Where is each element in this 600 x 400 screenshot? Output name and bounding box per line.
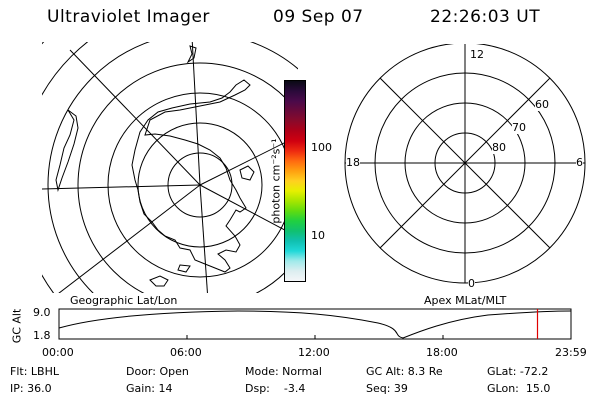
orbit-plot bbox=[58, 308, 572, 340]
latitude-circles bbox=[42, 42, 298, 293]
orbit-ytick-bottom: 1.8 bbox=[33, 329, 51, 342]
mlat-label-60: 60 bbox=[535, 98, 549, 111]
colorbar-tick-100: 100 bbox=[311, 141, 332, 154]
info-glon: GLon: 15.0 bbox=[487, 382, 551, 395]
orbit-xtick-1200: 12:00 bbox=[298, 346, 330, 359]
orbit-altitude-curve bbox=[58, 310, 572, 339]
info-filter: Flt: LBHL bbox=[10, 365, 59, 378]
mlt-label-6: 6 bbox=[576, 156, 583, 169]
magnetic-polar-plot bbox=[344, 44, 586, 284]
mlt-label-12: 12 bbox=[470, 48, 484, 61]
geo-panel-label: Geographic Lat/Lon bbox=[70, 294, 178, 307]
mlat-label-70: 70 bbox=[512, 121, 526, 134]
instrument-title: Ultraviolet Imager bbox=[47, 7, 210, 27]
info-ip: IP: 36.0 bbox=[10, 382, 52, 395]
orbit-xtick-1800: 18:00 bbox=[426, 346, 458, 359]
info-door: Door: Open bbox=[126, 365, 189, 378]
mlat-label-80: 80 bbox=[492, 141, 506, 154]
coastline-antarctica bbox=[55, 45, 255, 287]
info-seq: Seq: 39 bbox=[366, 382, 408, 395]
orbit-xtick-0600: 06:00 bbox=[170, 346, 202, 359]
colorbar-tick-10: 10 bbox=[311, 229, 325, 242]
geographic-map bbox=[42, 42, 298, 293]
colorbar bbox=[284, 80, 306, 282]
info-gain: Gain: 14 bbox=[126, 382, 173, 395]
info-dsp: Dsp: -3.4 bbox=[245, 382, 306, 395]
info-glat: GLat: -72.2 bbox=[487, 365, 549, 378]
orbit-xtick-0000: 00:00 bbox=[42, 346, 74, 359]
info-mode: Mode: Normal bbox=[245, 365, 322, 378]
mlt-label-18: 18 bbox=[346, 156, 360, 169]
orbit-ytick-top: 9.0 bbox=[33, 306, 51, 319]
orbit-xtick-2359: 23:59 bbox=[555, 346, 587, 359]
date-label: 09 Sep 07 bbox=[273, 7, 364, 27]
mag-panel-label: Apex MLat/MLT bbox=[424, 294, 507, 307]
time-label: 22:26:03 UT bbox=[430, 7, 541, 27]
info-gc-alt: GC Alt: 8.3 Re bbox=[366, 365, 443, 378]
mlt-label-0: 0 bbox=[468, 277, 475, 290]
orbit-ylabel: GC Alt bbox=[10, 308, 24, 344]
colorbar-label: photon cm⁻²s⁻¹ bbox=[269, 138, 283, 224]
orbit-plot-frame bbox=[58, 308, 572, 340]
